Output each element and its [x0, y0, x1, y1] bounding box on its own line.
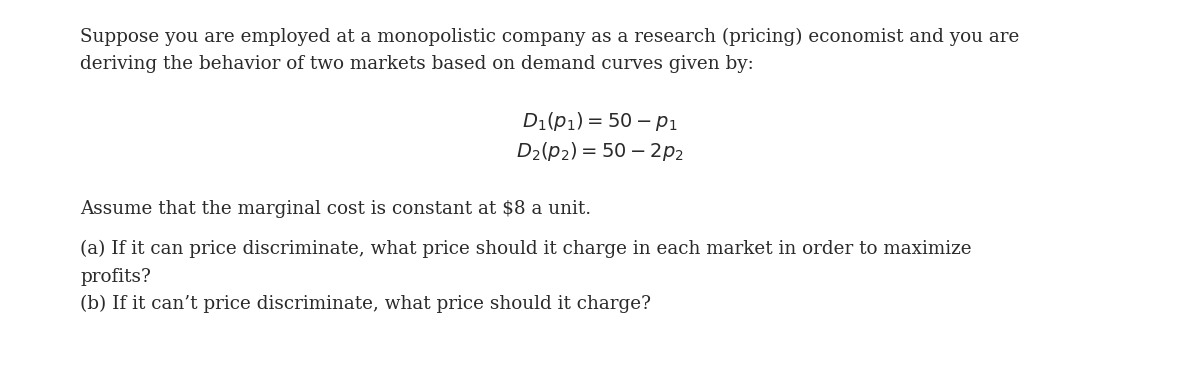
Text: (a) If it can price discriminate, what price should it charge in each market in : (a) If it can price discriminate, what p… [80, 240, 972, 258]
Text: profits?: profits? [80, 268, 151, 286]
Text: (b) If it can’t price discriminate, what price should it charge?: (b) If it can’t price discriminate, what… [80, 295, 650, 313]
Text: $D_2(p_2) = 50 - 2p_2$: $D_2(p_2) = 50 - 2p_2$ [516, 140, 684, 163]
Text: Suppose you are employed at a monopolistic company as a research (pricing) econo: Suppose you are employed at a monopolist… [80, 28, 1019, 46]
Text: Assume that the marginal cost is constant at $8 a unit.: Assume that the marginal cost is constan… [80, 200, 592, 218]
Text: deriving the behavior of two markets based on demand curves given by:: deriving the behavior of two markets bas… [80, 55, 754, 73]
Text: $D_1(p_1) = 50 - p_1$: $D_1(p_1) = 50 - p_1$ [522, 110, 678, 133]
